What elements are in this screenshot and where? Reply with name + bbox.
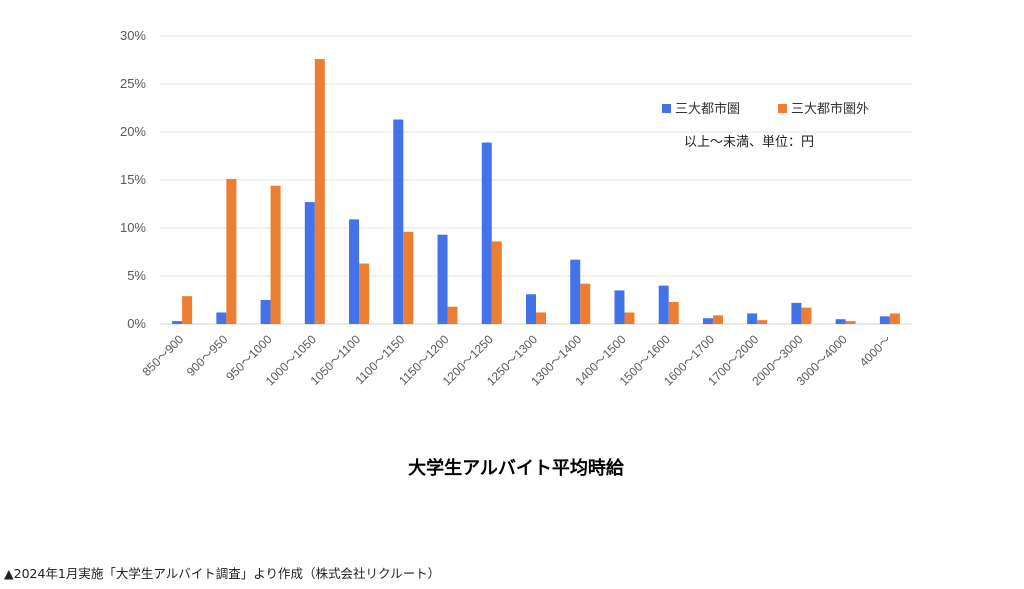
legend-label-tokyo-metro: 三大都市圏 bbox=[675, 101, 740, 117]
x-axis-title: 大学生アルバイト平均時給 bbox=[408, 457, 625, 479]
source-caption: ▲2024年1月実施「大学生アルバイト調査」より作成（株式会社リクルート） bbox=[4, 566, 441, 581]
bar-outside-metro bbox=[491, 241, 502, 324]
y-tick-label: 20% bbox=[120, 124, 146, 139]
legend-swatch-outside-metro bbox=[778, 104, 787, 113]
bar-outside-metro bbox=[536, 312, 546, 324]
y-tick-label: 10% bbox=[120, 220, 146, 235]
bar-outside-metro bbox=[403, 231, 414, 324]
bars bbox=[172, 59, 900, 325]
bar-tokyo-metro bbox=[349, 219, 360, 324]
bar-tokyo-metro bbox=[260, 300, 271, 324]
gridlines bbox=[160, 35, 912, 325]
x-tick-label: 900～950 bbox=[184, 332, 231, 379]
bar-tokyo-metro bbox=[481, 142, 492, 324]
bar-outside-metro bbox=[359, 263, 370, 324]
bar-outside-metro bbox=[447, 306, 458, 324]
y-tick-label: 15% bbox=[120, 172, 146, 187]
bar-tokyo-metro bbox=[393, 119, 404, 325]
bar-tokyo-metro bbox=[791, 302, 802, 324]
bar-outside-metro bbox=[845, 321, 856, 324]
x-axis-ticks: 850～900900～950950～10001000～10501050～1100… bbox=[140, 332, 894, 388]
x-tick-label: 850～900 bbox=[140, 332, 187, 379]
y-tick-label: 0% bbox=[127, 316, 146, 331]
bar-outside-metro bbox=[182, 296, 193, 324]
bar-outside-metro bbox=[712, 315, 723, 324]
bar-outside-metro bbox=[314, 59, 325, 324]
bar-outside-metro bbox=[889, 313, 900, 324]
bar-tokyo-metro bbox=[437, 234, 448, 324]
legend-swatch-tokyo-metro bbox=[662, 104, 671, 113]
unit-note: 以上～未満、単位：円 bbox=[684, 134, 814, 150]
bar-outside-metro bbox=[226, 179, 237, 324]
y-tick-label: 30% bbox=[120, 28, 146, 43]
bar-tokyo-metro bbox=[879, 316, 890, 324]
bar-tokyo-metro bbox=[570, 259, 581, 324]
legend-label-outside-metro: 三大都市圏外 bbox=[791, 101, 869, 117]
legend: 三大都市圏 三大都市圏外 bbox=[662, 101, 869, 117]
bar-tokyo-metro bbox=[526, 294, 536, 324]
bar-tokyo-metro bbox=[172, 321, 183, 324]
bar-tokyo-metro bbox=[304, 202, 315, 324]
y-tick-label: 25% bbox=[120, 76, 146, 91]
bar-tokyo-metro bbox=[747, 313, 758, 324]
y-tick-label: 5% bbox=[127, 268, 146, 283]
bar-tokyo-metro bbox=[835, 319, 846, 324]
bar-outside-metro bbox=[624, 312, 635, 324]
bar-outside-metro bbox=[270, 185, 281, 324]
bar-tokyo-metro bbox=[658, 285, 669, 324]
bar-outside-metro bbox=[580, 283, 591, 324]
bar-outside-metro bbox=[757, 320, 768, 324]
bar-tokyo-metro bbox=[614, 290, 625, 324]
bar-tokyo-metro bbox=[216, 312, 227, 324]
bar-outside-metro bbox=[801, 307, 812, 324]
bar-tokyo-metro bbox=[702, 318, 713, 324]
x-tick-label: 4000～ bbox=[857, 332, 894, 369]
y-axis-ticks: 0% 5% 10% 15% 20% 25% 30% bbox=[120, 28, 146, 331]
bar-outside-metro bbox=[668, 301, 679, 324]
